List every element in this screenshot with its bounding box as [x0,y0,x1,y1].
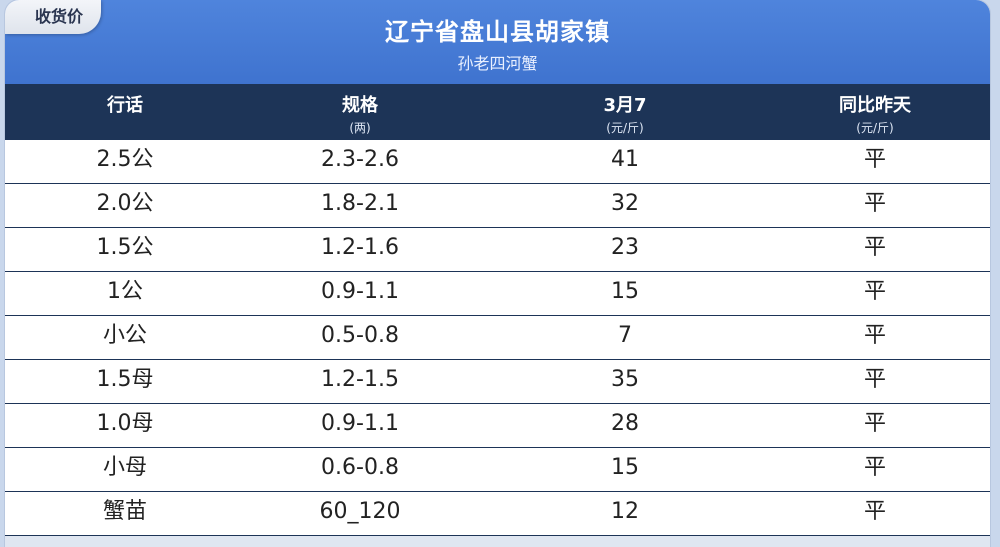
cell-jargon: 1.5公 [96,235,154,260]
table-body: 2.5公 2.3-2.6 41 平 2.0公 1.8-2.1 32 平 1.5公… [5,140,990,536]
table-row: 小公 0.5-0.8 7 平 [5,316,990,360]
cell-spec: 2.3-2.6 [321,147,399,172]
cell-change: 平 [863,455,886,480]
table-row: 1.0母 0.9-1.1 28 平 [5,404,990,448]
cell-change: 平 [863,411,886,436]
table-row: 2.0公 1.8-2.1 32 平 [5,184,990,228]
cell-price: 15 [611,279,639,304]
column-header-spec: 规格 (两) [240,84,480,140]
cell-price: 35 [611,367,639,392]
cell-spec: 60_120 [319,499,401,524]
cell-spec: 1.2-1.6 [321,235,399,260]
cell-spec: 0.9-1.1 [321,279,399,304]
cell-change: 平 [863,235,886,260]
column-header-change: 同比昨天 (元/斤) [755,84,990,140]
price-card: 收货价 辽宁省盘山县胡家镇 孙老四河蟹 行话 规格 (两) 3月7 (元/斤) … [5,0,990,547]
cell-jargon: 小公 [102,323,147,348]
cell-change: 平 [863,367,886,392]
cell-price: 12 [611,499,639,524]
table-row: 1.5公 1.2-1.6 23 平 [5,228,990,272]
column-header-label: 行话 [107,95,143,116]
page-subtitle: 孙老四河蟹 [457,54,538,73]
cell-spec: 1.8-2.1 [321,191,399,216]
table-header: 行话 规格 (两) 3月7 (元/斤) 同比昨天 (元/斤) [5,84,990,140]
column-header-unit: (元/斤) [856,121,894,135]
cell-change: 平 [863,279,886,304]
title-bar: 收货价 辽宁省盘山县胡家镇 孙老四河蟹 [5,0,990,84]
cell-jargon: 2.5公 [96,147,154,172]
cell-jargon: 蟹苗 [102,499,147,524]
cell-change: 平 [863,147,886,172]
cell-jargon: 2.0公 [96,191,154,216]
cell-jargon: 小母 [102,455,147,480]
column-header-label: 同比昨天 [839,95,911,116]
table-footer [5,536,990,547]
cell-spec: 0.5-0.8 [321,323,399,348]
cell-jargon: 1.5母 [96,367,154,392]
cell-jargon: 1公 [107,279,143,304]
column-header-jargon: 行话 [5,84,245,140]
cell-price: 41 [611,147,639,172]
table-row: 2.5公 2.3-2.6 41 平 [5,140,990,184]
cell-spec: 0.6-0.8 [321,455,399,480]
page-title: 辽宁省盘山县胡家镇 [385,18,610,46]
cell-price: 7 [618,323,632,348]
column-header-unit: (元/斤) [606,121,644,135]
column-header-date: 3月7 (元/斤) [505,84,745,140]
table-row: 1.5母 1.2-1.5 35 平 [5,360,990,404]
column-header-label: 规格 [342,95,378,116]
cell-change: 平 [863,499,886,524]
table-row: 1公 0.9-1.1 15 平 [5,272,990,316]
cell-price: 23 [611,235,639,260]
cell-spec: 0.9-1.1 [321,411,399,436]
cell-jargon: 1.0母 [96,411,154,436]
table-row: 小母 0.6-0.8 15 平 [5,448,990,492]
cell-change: 平 [863,191,886,216]
column-header-label: 3月7 [603,95,647,116]
cell-change: 平 [863,323,886,348]
price-type-tag: 收货价 [5,0,101,34]
cell-price: 28 [611,411,639,436]
cell-price: 15 [611,455,639,480]
column-header-unit: (两) [349,121,371,135]
cell-spec: 1.2-1.5 [321,367,399,392]
table-row: 蟹苗 60_120 12 平 [5,492,990,536]
cell-price: 32 [611,191,639,216]
